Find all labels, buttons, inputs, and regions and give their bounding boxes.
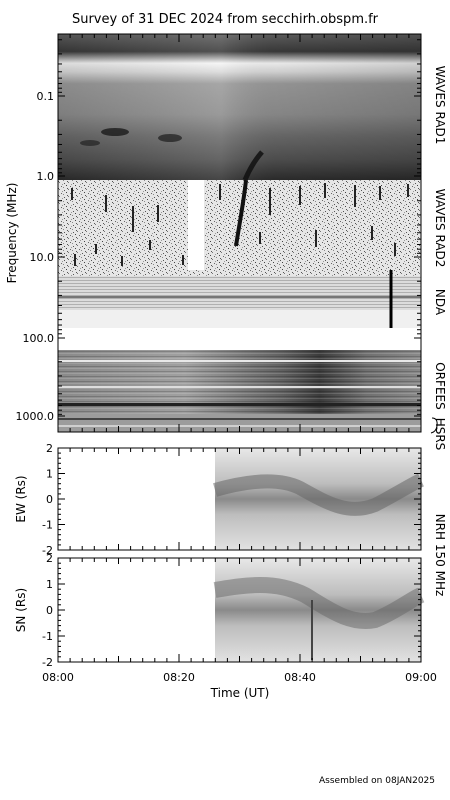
ew-ylabel: EW (Rs) xyxy=(14,475,28,522)
hsrs-bracket xyxy=(430,417,438,434)
nrh-sn-panel xyxy=(57,557,425,663)
instrument-label-rad2: WAVES RAD2 xyxy=(433,189,447,268)
position-tick-label: 1 xyxy=(46,578,53,591)
position-tick-label: -2 xyxy=(42,656,53,669)
spectrum-ylabel: Frequency (MHz) xyxy=(5,183,19,284)
position-tick-label: 0 xyxy=(46,493,53,506)
instrument-label-nda: NDA xyxy=(433,289,447,316)
position-tick-label: 1 xyxy=(46,468,53,481)
instrument-label-orfees: ORFEES xyxy=(433,362,447,409)
x-axis-label: Time (UT) xyxy=(210,686,270,700)
freq-tick-label: 1000.0 xyxy=(16,410,55,423)
freq-tick-label: 0.1 xyxy=(37,90,55,103)
orfees-panel xyxy=(58,350,421,414)
nrh-ew-panel xyxy=(57,447,425,551)
axes: 0.11.010.0100.01000.0210-1-2210-1-208:00… xyxy=(16,34,437,684)
time-tick-label: 09:00 xyxy=(405,671,437,684)
position-tick-label: 0 xyxy=(46,604,53,617)
nda-panel xyxy=(58,270,421,328)
position-tick-label: 2 xyxy=(46,442,53,455)
position-tick-label: -1 xyxy=(42,519,53,532)
instrument-label-rad1: WAVES RAD1 xyxy=(433,66,447,145)
rad2-panel xyxy=(58,179,421,276)
freq-tick-label: 10.0 xyxy=(30,251,55,264)
assembled-footer: Assembled on 08JAN2025 xyxy=(319,776,435,786)
time-tick-label: 08:00 xyxy=(42,671,74,684)
time-tick-label: 08:40 xyxy=(284,671,316,684)
nrh-label: NRH 150 MHz xyxy=(433,514,447,597)
position-tick-label: -2 xyxy=(42,544,53,557)
position-tick-label: -1 xyxy=(42,630,53,643)
time-tick-label: 08:20 xyxy=(163,671,195,684)
rad1-panel xyxy=(58,34,421,181)
freq-tick-label: 1.0 xyxy=(37,170,55,183)
instrument-label-hsrs: HSRS xyxy=(433,418,447,451)
freq-tick-label: 100.0 xyxy=(23,332,55,345)
chart-title: Survey of 31 DEC 2024 from secchirh.obsp… xyxy=(72,12,379,27)
position-tick-label: 2 xyxy=(46,552,53,565)
sn-ylabel: SN (Rs) xyxy=(14,588,28,632)
